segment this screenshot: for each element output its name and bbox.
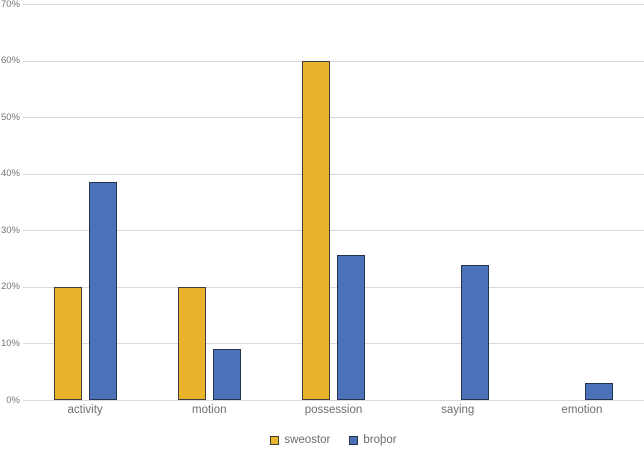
legend-swatch-sweostor bbox=[270, 435, 280, 445]
x-axis-label-activity: activity bbox=[67, 404, 103, 416]
gridline bbox=[23, 4, 644, 5]
y-axis-tick-label: 40% bbox=[0, 168, 20, 180]
bar-broor-possession bbox=[337, 254, 365, 400]
gridline bbox=[23, 400, 644, 401]
y-axis-tick-label: 50% bbox=[0, 111, 20, 123]
y-axis-tick-label: 20% bbox=[0, 281, 20, 293]
bar-sweostor-activity bbox=[53, 286, 82, 400]
x-axis-label-saying: saying bbox=[441, 404, 475, 416]
bar-sweostor-motion bbox=[177, 286, 206, 400]
y-axis-tick-label: 10% bbox=[0, 337, 20, 349]
legend-swatch-brothor bbox=[349, 435, 359, 445]
x-axis-label-emotion: emotion bbox=[561, 404, 603, 416]
y-axis-tick-label: 70% bbox=[0, 0, 20, 10]
legend-item-sweostor: sweostor bbox=[270, 434, 330, 446]
y-axis-tick-label: 0% bbox=[6, 394, 20, 406]
gridline bbox=[23, 117, 644, 119]
bar-sweostor-possession bbox=[302, 60, 330, 400]
gridline bbox=[23, 343, 644, 345]
gridline bbox=[23, 173, 644, 175]
y-axis-tick-label: 60% bbox=[0, 55, 20, 67]
bar-broor-saying bbox=[461, 265, 490, 400]
legend: sweostor broþor bbox=[23, 434, 644, 446]
bar-broor-emotion bbox=[585, 383, 614, 400]
bar-broor-motion bbox=[212, 349, 241, 400]
y-axis-tick-label: 30% bbox=[0, 224, 20, 236]
legend-label-sweostor: sweostor bbox=[284, 434, 331, 446]
gridline bbox=[23, 286, 644, 288]
legend-label-brothor: broþor bbox=[363, 434, 397, 446]
gridline bbox=[23, 60, 644, 62]
gridline bbox=[23, 230, 644, 232]
legend-item-brothor: broþor bbox=[349, 434, 397, 446]
bar-broor-activity bbox=[88, 181, 117, 400]
x-axis-label-possession: possession bbox=[304, 404, 363, 416]
x-axis-label-motion: motion bbox=[192, 404, 227, 416]
